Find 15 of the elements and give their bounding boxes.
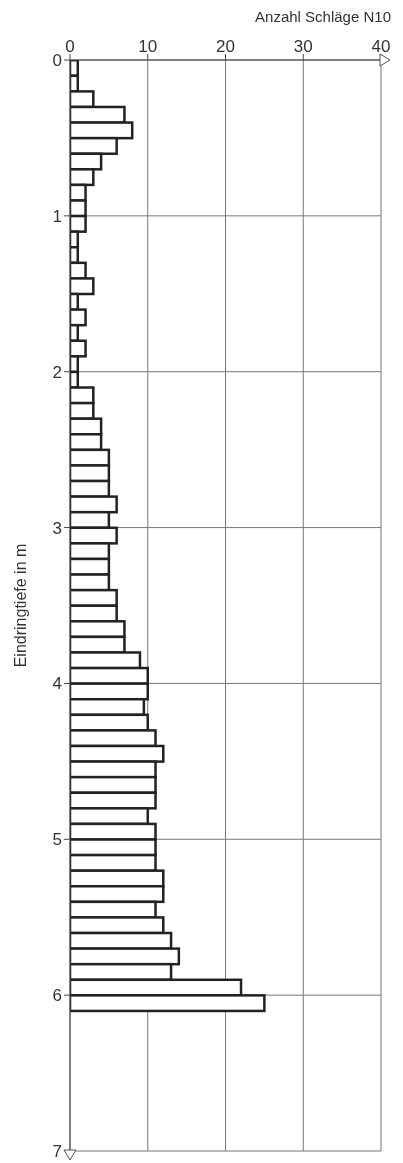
y-tick-label: 2 (52, 362, 62, 382)
x-tick-label: 0 (65, 37, 75, 56)
y-tick-label: 7 (52, 1142, 62, 1162)
y-axis-title: Eindringtiefe in m (11, 543, 29, 668)
x-tick-label: 40 (371, 37, 391, 56)
x-tick-label: 10 (138, 37, 158, 56)
y-tick-label: 6 (52, 986, 62, 1006)
y-tick-label: 5 (52, 830, 62, 850)
y-tick-label: 4 (52, 674, 62, 694)
x-axis-title: Anzahl Schläge N10 (254, 8, 392, 26)
y-tick-label: 3 (52, 518, 62, 538)
x-tick-label: 20 (216, 37, 235, 56)
x-tick-label: 30 (293, 37, 313, 56)
y-tick-label: 1 (52, 206, 62, 226)
y-tick-label: 0 (52, 51, 62, 71)
